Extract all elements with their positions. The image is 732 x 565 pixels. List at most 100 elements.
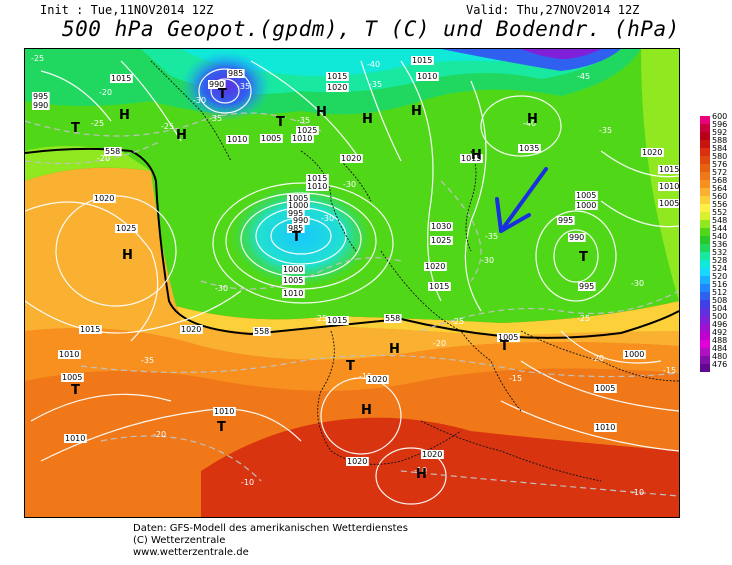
footer-copyright: (C) Wetterzentrale xyxy=(133,535,226,546)
pressure-label: 1015 xyxy=(659,165,679,174)
pressure-label-bg xyxy=(282,276,305,285)
temperature-label: -25 xyxy=(91,119,104,128)
temperature-label: -35 xyxy=(599,126,612,135)
scale-label: 556 xyxy=(712,200,728,209)
pressure-label-bg xyxy=(623,350,646,359)
scale-label: 524 xyxy=(712,264,728,273)
pressure-label: 1005 xyxy=(62,373,82,382)
contour-label: 558 xyxy=(254,327,269,336)
temperature-label: -35 xyxy=(369,80,382,89)
pressure-label-bg xyxy=(416,72,439,81)
pressure-system-labels: T H T H T H H H H H T T H H T T H T H T xyxy=(71,87,588,482)
pressure-label: 1005 xyxy=(283,276,303,285)
coastlines xyxy=(150,60,679,482)
pressure-label: 1010 xyxy=(214,407,234,416)
pressure-label-bg xyxy=(115,224,138,233)
temperature-label: -35 xyxy=(209,114,222,123)
pressure-label-bg xyxy=(411,56,434,65)
scale-label: 488 xyxy=(712,336,728,345)
pressure-label: 1005 xyxy=(261,134,281,143)
contour-label: 558 xyxy=(385,314,400,323)
high-pressure-marker: H xyxy=(316,105,327,120)
contour-label-bg xyxy=(384,314,402,323)
scale-swatch xyxy=(700,116,710,124)
scale-label: 500 xyxy=(712,312,728,321)
pressure-label-bg xyxy=(421,450,444,459)
pressure-label-bg xyxy=(428,282,451,291)
pressure-label-bg xyxy=(260,134,283,143)
high-pressure-marker: H xyxy=(411,104,422,119)
low-pressure-marker: T xyxy=(276,115,285,130)
scale-swatch xyxy=(700,196,710,204)
temperature-label: -40 xyxy=(367,60,380,69)
pressure-label: 1020 xyxy=(367,375,387,384)
pressure-label-bg xyxy=(575,191,598,200)
pressure-label-bg xyxy=(346,457,369,466)
scale-swatch xyxy=(700,348,710,356)
temperature-label: -25 xyxy=(577,314,590,323)
temperature-label: -15 xyxy=(663,366,676,375)
scale-swatch xyxy=(700,308,710,316)
pressure-label-bg xyxy=(93,194,116,203)
low-pressure-marker: T xyxy=(292,230,301,245)
pressure-label-bg xyxy=(497,333,520,342)
scale-label: 560 xyxy=(712,192,728,201)
yellow-light-band xyxy=(25,167,679,336)
pressure-label: 1025 xyxy=(431,236,451,245)
scale-swatch xyxy=(700,164,710,172)
contour-label-bg xyxy=(253,327,271,336)
weather-map: 1015 995 990 1010 1015 1020 1025 1010 1005 1020 10… xyxy=(24,48,680,518)
pressure-label-bg xyxy=(213,407,236,416)
pressure-label-bg xyxy=(282,265,305,274)
pressure-label-bg xyxy=(518,144,541,153)
scale-label: 528 xyxy=(712,256,728,265)
scale-label: 568 xyxy=(712,176,728,185)
temperature-label: -40 xyxy=(523,119,536,128)
pressure-label-bg xyxy=(594,423,617,432)
high-pressure-marker: H xyxy=(176,128,187,143)
pressure-label: 1020 xyxy=(422,450,442,459)
scale-label: 540 xyxy=(712,232,728,241)
temperature-label: -20 xyxy=(433,339,446,348)
blue-arrow xyxy=(495,167,548,233)
scale-swatch xyxy=(700,228,710,236)
pressure-label: 1010 xyxy=(292,134,312,143)
scale-swatch xyxy=(700,236,710,244)
scale-swatch xyxy=(700,268,710,276)
scale-label: 592 xyxy=(712,128,728,137)
pressure-label-bg xyxy=(366,375,389,384)
pressure-label: 1025 xyxy=(297,126,317,135)
pressure-label-bg xyxy=(58,350,81,359)
pressure-label: 1005 xyxy=(498,333,518,342)
scale-label: 548 xyxy=(712,216,728,225)
pressure-label: 990 xyxy=(293,216,308,225)
color-scale xyxy=(700,116,710,372)
pressure-label-bg xyxy=(575,201,598,210)
temperature-label: -20 xyxy=(153,430,166,439)
pressure-label: 1000 xyxy=(283,265,303,274)
scale-label: 600 xyxy=(712,112,728,121)
pressure-label-bg xyxy=(287,201,310,210)
scale-label: 476 xyxy=(712,360,728,369)
scale-label: 480 xyxy=(712,352,728,361)
low-pressure-marker: T xyxy=(71,121,80,136)
temperature-label: -25 xyxy=(31,54,44,63)
scale-label: 552 xyxy=(712,208,728,217)
scale-label: 504 xyxy=(712,304,728,313)
pressure-label-bg xyxy=(594,384,617,393)
pressure-label: 1020 xyxy=(181,325,201,334)
scale-swatch xyxy=(700,276,710,284)
pressure-label: 1010 xyxy=(65,434,85,443)
cold-pool-nw xyxy=(181,51,271,121)
pressure-label-bg xyxy=(110,74,133,83)
scale-label: 588 xyxy=(712,136,728,145)
pressure-label-bg xyxy=(226,135,249,144)
pressure-label: 1010 xyxy=(595,423,615,432)
pressure-label: 1025 xyxy=(116,224,136,233)
scale-label: 580 xyxy=(712,152,728,161)
pressure-label-bg xyxy=(180,325,203,334)
pressure-label: 1010 xyxy=(283,289,303,298)
scale-swatch xyxy=(700,132,710,140)
scale-swatch xyxy=(700,300,710,308)
pressure-label-bg xyxy=(32,92,50,101)
